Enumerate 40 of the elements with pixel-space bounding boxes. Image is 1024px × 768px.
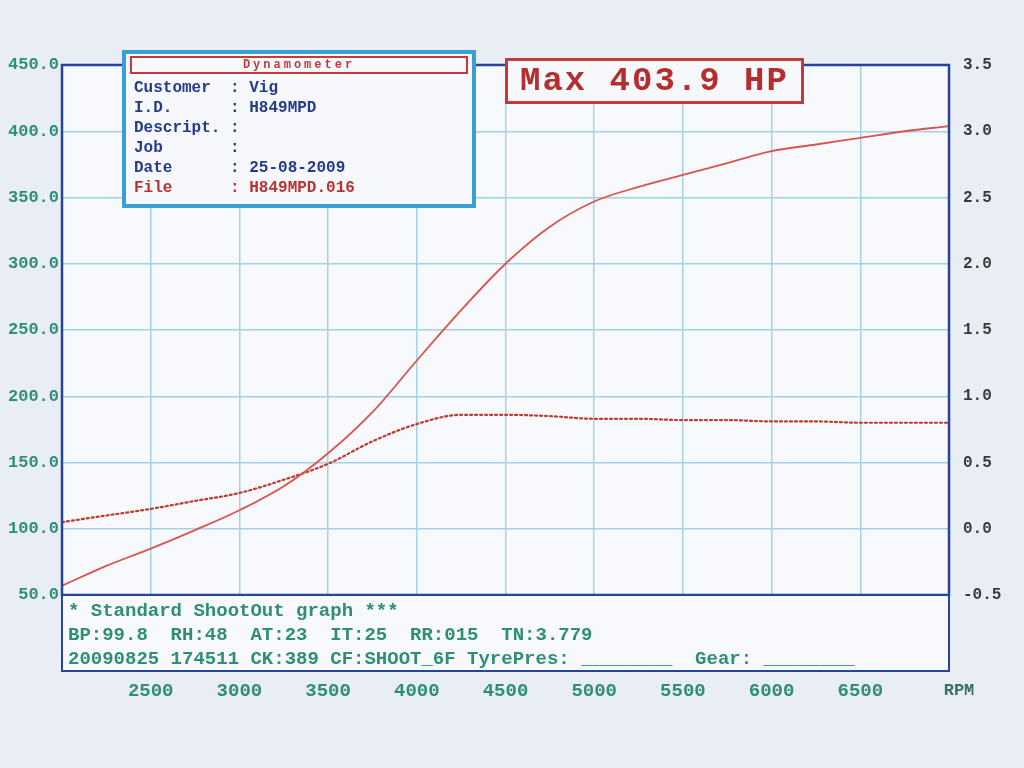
annotation: File : H849MPD.016: [133, 178, 356, 198]
y-tick-label: 300.0: [7, 254, 59, 274]
annotation: Date : 25-08-2009: [133, 158, 347, 178]
annotation: Max 403.9 HP: [505, 58, 804, 104]
y2-tick-label: 2.0: [963, 254, 992, 273]
y2-tick-label: 1.5: [963, 321, 992, 340]
y2-tick-label: 2.5: [963, 188, 992, 207]
text: * Standard ShootOut graph ***: [68, 599, 400, 623]
y2-tick-label: 1.0: [963, 387, 992, 406]
x-tick-label: 2500: [127, 680, 174, 703]
line-series: [62, 413, 949, 524]
y2-tick-label: 3.0: [963, 122, 992, 141]
y2-tick-label: 0.5: [963, 453, 992, 472]
annotation: Descript. :: [133, 118, 241, 138]
annotation: Job :: [133, 138, 241, 158]
x-tick-label: 6500: [837, 680, 884, 703]
x-tick-label: 5000: [571, 680, 617, 703]
y2-tick-label: 3.5: [963, 56, 992, 75]
y2-tick-label: -0.5: [963, 586, 1002, 605]
y-tick-label: 250.0: [7, 320, 59, 340]
y-tick-label: 350.0: [7, 187, 59, 207]
y-tick-label: 50.0: [18, 585, 59, 605]
x-tick-label: 6000: [748, 680, 795, 703]
annotation: Dynamometer: [130, 56, 468, 74]
x-tick-label: 5500: [660, 680, 706, 703]
text: 20090825 174511 CK:389 CF:SHOOT_6F TyrePres: ________ Gear: ________: [68, 647, 855, 671]
x-tick-label: 3000: [216, 680, 263, 703]
y-tick-label: 100.0: [7, 519, 59, 539]
y-tick-label: 150.0: [7, 452, 59, 472]
annotation: Customer : Vig: [133, 78, 280, 98]
text: BP:99.8 RH:48 AT:23 IT:25 RR:015 TN:3.779: [68, 623, 594, 647]
y-tick-label: 200.0: [7, 386, 59, 406]
y-tick-label: 450.0: [7, 55, 59, 75]
x-axis-title: RPM: [943, 680, 975, 700]
annotation: I.D. : H849MPD: [133, 98, 318, 118]
y2-tick-label: 0.0: [963, 519, 992, 538]
y-tick-label: 400.0: [7, 121, 59, 141]
x-tick-label: 4000: [394, 680, 440, 703]
x-tick-label: 4500: [482, 680, 529, 703]
x-tick-label: 3500: [305, 680, 351, 703]
